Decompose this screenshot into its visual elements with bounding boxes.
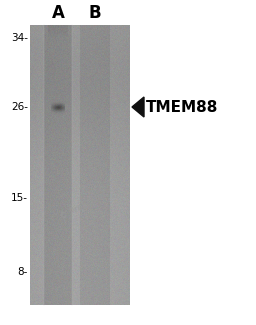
Text: 8-: 8-: [18, 267, 28, 277]
Text: A: A: [51, 4, 65, 22]
Text: TMEM88: TMEM88: [146, 99, 218, 114]
Text: © ProSci Inc.: © ProSci Inc.: [59, 188, 111, 222]
Polygon shape: [132, 97, 144, 117]
Text: 34-: 34-: [11, 33, 28, 43]
Text: B: B: [89, 4, 101, 22]
Text: 26-: 26-: [11, 102, 28, 112]
Text: 15-: 15-: [11, 193, 28, 203]
